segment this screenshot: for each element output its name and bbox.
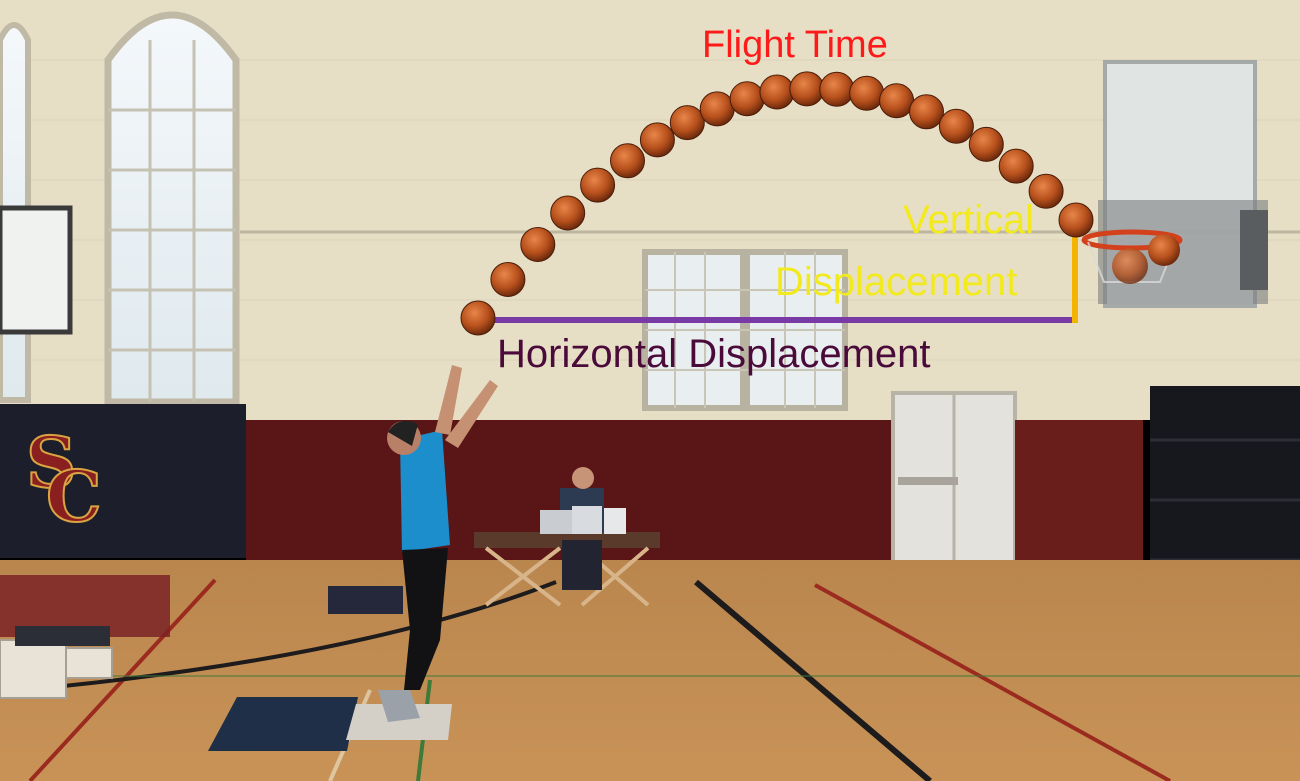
trajectory-ball bbox=[669, 105, 705, 141]
trajectory-ball bbox=[460, 300, 496, 336]
trajectory-ball bbox=[550, 195, 586, 231]
trajectory-ball bbox=[879, 83, 915, 119]
trajectory-ball bbox=[789, 71, 825, 107]
trajectory-ball bbox=[580, 167, 616, 203]
trajectory-ball bbox=[938, 108, 974, 144]
trajectory-ball bbox=[520, 227, 556, 262]
sc-logo-letter-c: C bbox=[45, 455, 103, 538]
hoop bbox=[1081, 229, 1183, 284]
trajectory-ball bbox=[729, 81, 765, 117]
trajectory-ball bbox=[759, 74, 795, 110]
ball-trajectory bbox=[460, 71, 1094, 336]
trajectory-ball bbox=[1058, 202, 1094, 238]
trajectory-ball bbox=[968, 126, 1004, 162]
trajectory-ball bbox=[1028, 173, 1064, 209]
data-table bbox=[474, 467, 660, 607]
trajectory-ball bbox=[699, 91, 735, 127]
floor-lines bbox=[0, 578, 1300, 781]
trajectory-ball bbox=[849, 75, 885, 111]
flight-time-label: Flight Time bbox=[702, 24, 888, 66]
vertical-displacement-label-line2: Displacement bbox=[775, 260, 1018, 304]
trajectory-ball bbox=[490, 262, 526, 297]
arched-window-center bbox=[104, 11, 240, 406]
sc-logo-backing bbox=[18, 420, 110, 532]
left-backboard bbox=[0, 205, 73, 335]
basketball-shooter bbox=[378, 365, 498, 722]
equipment-boxes bbox=[0, 586, 403, 699]
wall-windows bbox=[642, 249, 848, 411]
horizontal-displacement-label: Horizontal Displacement bbox=[497, 332, 931, 376]
trajectory-ball bbox=[819, 71, 855, 107]
sc-logo-letter-s: S bbox=[25, 421, 78, 504]
trajectory-ball bbox=[610, 143, 645, 179]
vertical-displacement-label-line1: Vertical bbox=[903, 198, 1035, 242]
trajectory-ball bbox=[639, 122, 675, 158]
trajectory-ball bbox=[909, 94, 944, 130]
trajectory-ball bbox=[998, 148, 1034, 184]
force-plates bbox=[208, 697, 452, 751]
